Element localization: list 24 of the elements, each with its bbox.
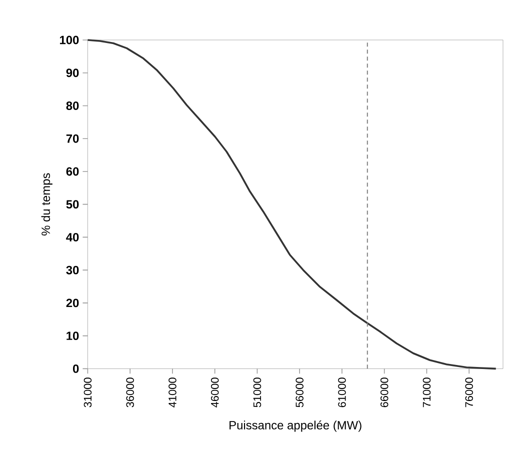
x-axis-title: Puissance appelée (MW) xyxy=(230,420,362,432)
y-tick-label: 30 xyxy=(66,266,79,274)
y-tick-label: 40 xyxy=(66,232,79,242)
x-tick-label: 71000 xyxy=(422,378,431,408)
y-tick-label: 0 xyxy=(73,364,79,373)
y-tick-label: 10 xyxy=(66,332,79,340)
x-tick-label: 31000 xyxy=(84,378,92,408)
x-tick-label: 46000 xyxy=(210,378,219,408)
x-tick-label: 66000 xyxy=(380,378,388,408)
line-series xyxy=(86,39,497,370)
y-tick-label: 90 xyxy=(66,68,79,78)
y-axis-title: % du temps xyxy=(41,173,52,236)
y-tick-label: 80 xyxy=(66,101,79,110)
y-tick-label: 50 xyxy=(66,200,79,209)
x-tick-label: 41000 xyxy=(168,378,176,408)
x-tick-label: 51000 xyxy=(253,378,262,408)
y-tick-label: 20 xyxy=(66,298,79,308)
x-tick-label: 56000 xyxy=(296,378,304,408)
y-tick-label: 100 xyxy=(60,36,79,44)
y-tick-label: 70 xyxy=(66,134,79,143)
x-tick-label: 36000 xyxy=(126,378,134,408)
x-tick-label: 76000 xyxy=(465,378,473,408)
y-tick-label: 60 xyxy=(66,167,79,176)
x-tick-label: 61000 xyxy=(338,378,346,408)
